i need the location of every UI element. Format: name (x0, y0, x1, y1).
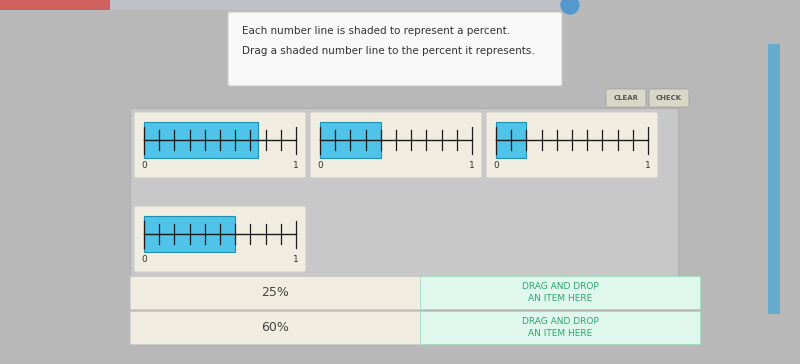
Bar (496, 122, 526, 158)
FancyBboxPatch shape (606, 89, 646, 107)
FancyBboxPatch shape (310, 112, 482, 178)
Text: 0: 0 (493, 161, 499, 170)
Text: DRAG AND DROP
AN ITEM HERE: DRAG AND DROP AN ITEM HERE (522, 282, 598, 303)
Text: 1: 1 (293, 161, 299, 170)
Text: 1: 1 (469, 161, 475, 170)
Bar (144, 122, 258, 158)
Text: 0: 0 (317, 161, 323, 170)
FancyBboxPatch shape (486, 112, 658, 178)
FancyBboxPatch shape (649, 89, 689, 107)
Text: 1: 1 (645, 161, 651, 170)
Circle shape (561, 0, 579, 14)
Bar (496, 122, 526, 158)
FancyBboxPatch shape (228, 12, 562, 86)
Bar (144, 216, 235, 252)
Bar (0, 0, 580, 10)
Bar (768, 44, 780, 314)
Bar (320, 122, 381, 158)
Bar (0, 0, 110, 10)
Text: 60%: 60% (261, 321, 289, 334)
Bar (420, 276, 700, 309)
Text: Drag a shaded number line to the percent it represents.: Drag a shaded number line to the percent… (242, 46, 534, 56)
Text: 0: 0 (141, 161, 147, 170)
Bar (130, 311, 420, 344)
FancyBboxPatch shape (134, 112, 306, 178)
Bar (144, 122, 258, 158)
FancyBboxPatch shape (134, 206, 306, 272)
Text: 25%: 25% (261, 286, 289, 299)
Text: CHECK: CHECK (656, 95, 682, 101)
Text: 0: 0 (141, 255, 147, 264)
Text: Each number line is shaded to represent a percent.: Each number line is shaded to represent … (242, 26, 510, 36)
Bar (144, 216, 235, 252)
Text: CLEAR: CLEAR (614, 95, 638, 101)
Bar (320, 122, 381, 158)
Bar (130, 276, 420, 309)
Bar (130, 108, 678, 276)
Text: DRAG AND DROP
AN ITEM HERE: DRAG AND DROP AN ITEM HERE (522, 317, 598, 338)
Bar (420, 311, 700, 344)
Text: 1: 1 (293, 255, 299, 264)
